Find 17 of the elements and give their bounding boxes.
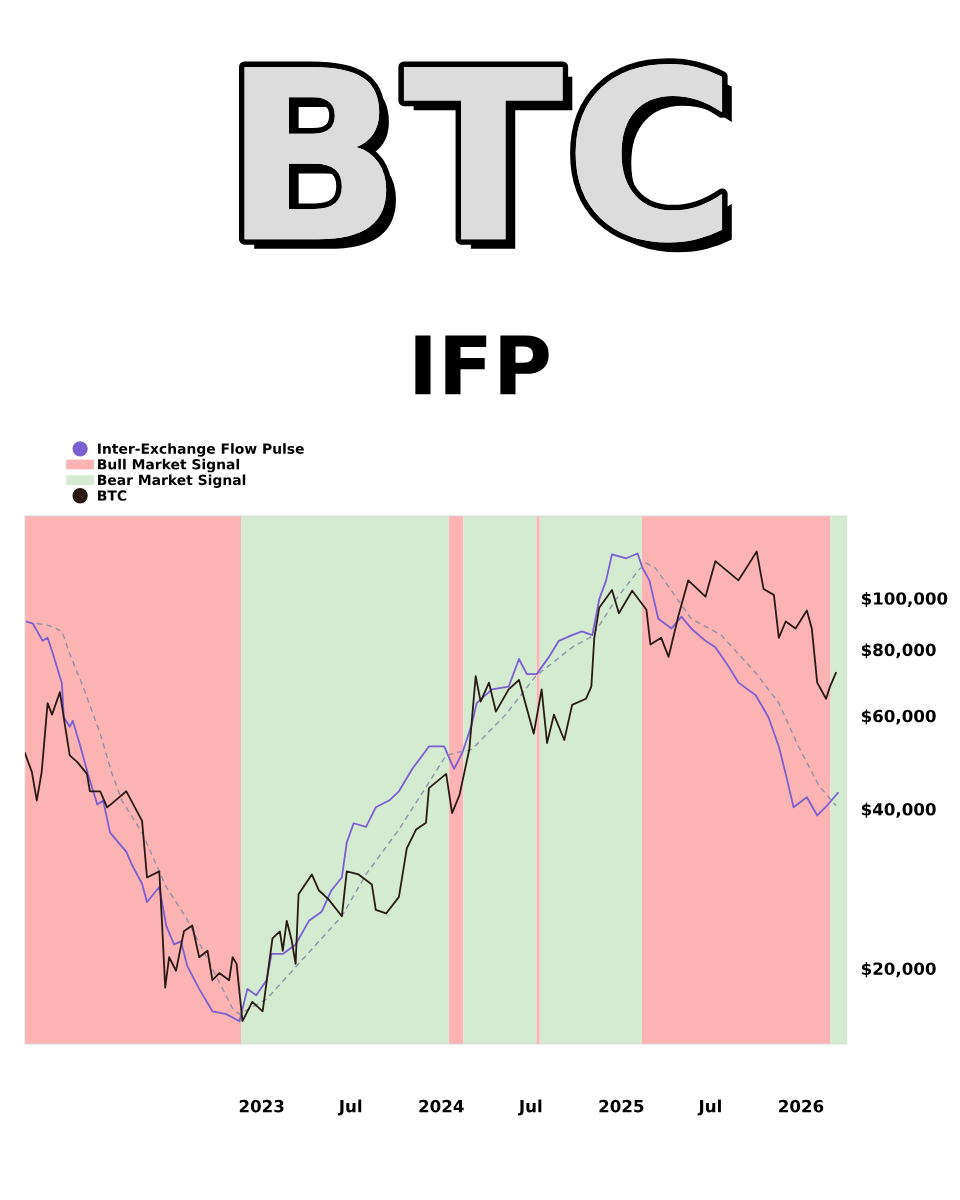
legend-label: Inter-Exchange Flow Pulse [98,443,304,457]
x-tick-label: Jul [697,1099,721,1116]
y-tick-label: $60,000 [861,709,936,725]
y-tick-label: $80,000 [861,643,936,659]
x-tick-label: Jul [337,1099,362,1116]
legend-label: BTC [98,490,127,501]
legend-label: Bear Market Signal [98,474,246,488]
x-tick-label: 2023 [239,1099,284,1113]
y-tick-label: $100,000 [861,591,948,608]
y-tick-label: $20,000 [861,962,936,978]
legend-label: Bull Market Signal [98,458,239,473]
y-tick-label: $40,000 [861,802,936,818]
x-tick-label: 2026 [779,1099,824,1113]
chart-subtitle: IFP [415,335,549,395]
x-tick-label: 2024 [419,1099,464,1113]
x-tick-label: 2025 [599,1099,644,1113]
x-tick-label: Jul [517,1099,542,1116]
